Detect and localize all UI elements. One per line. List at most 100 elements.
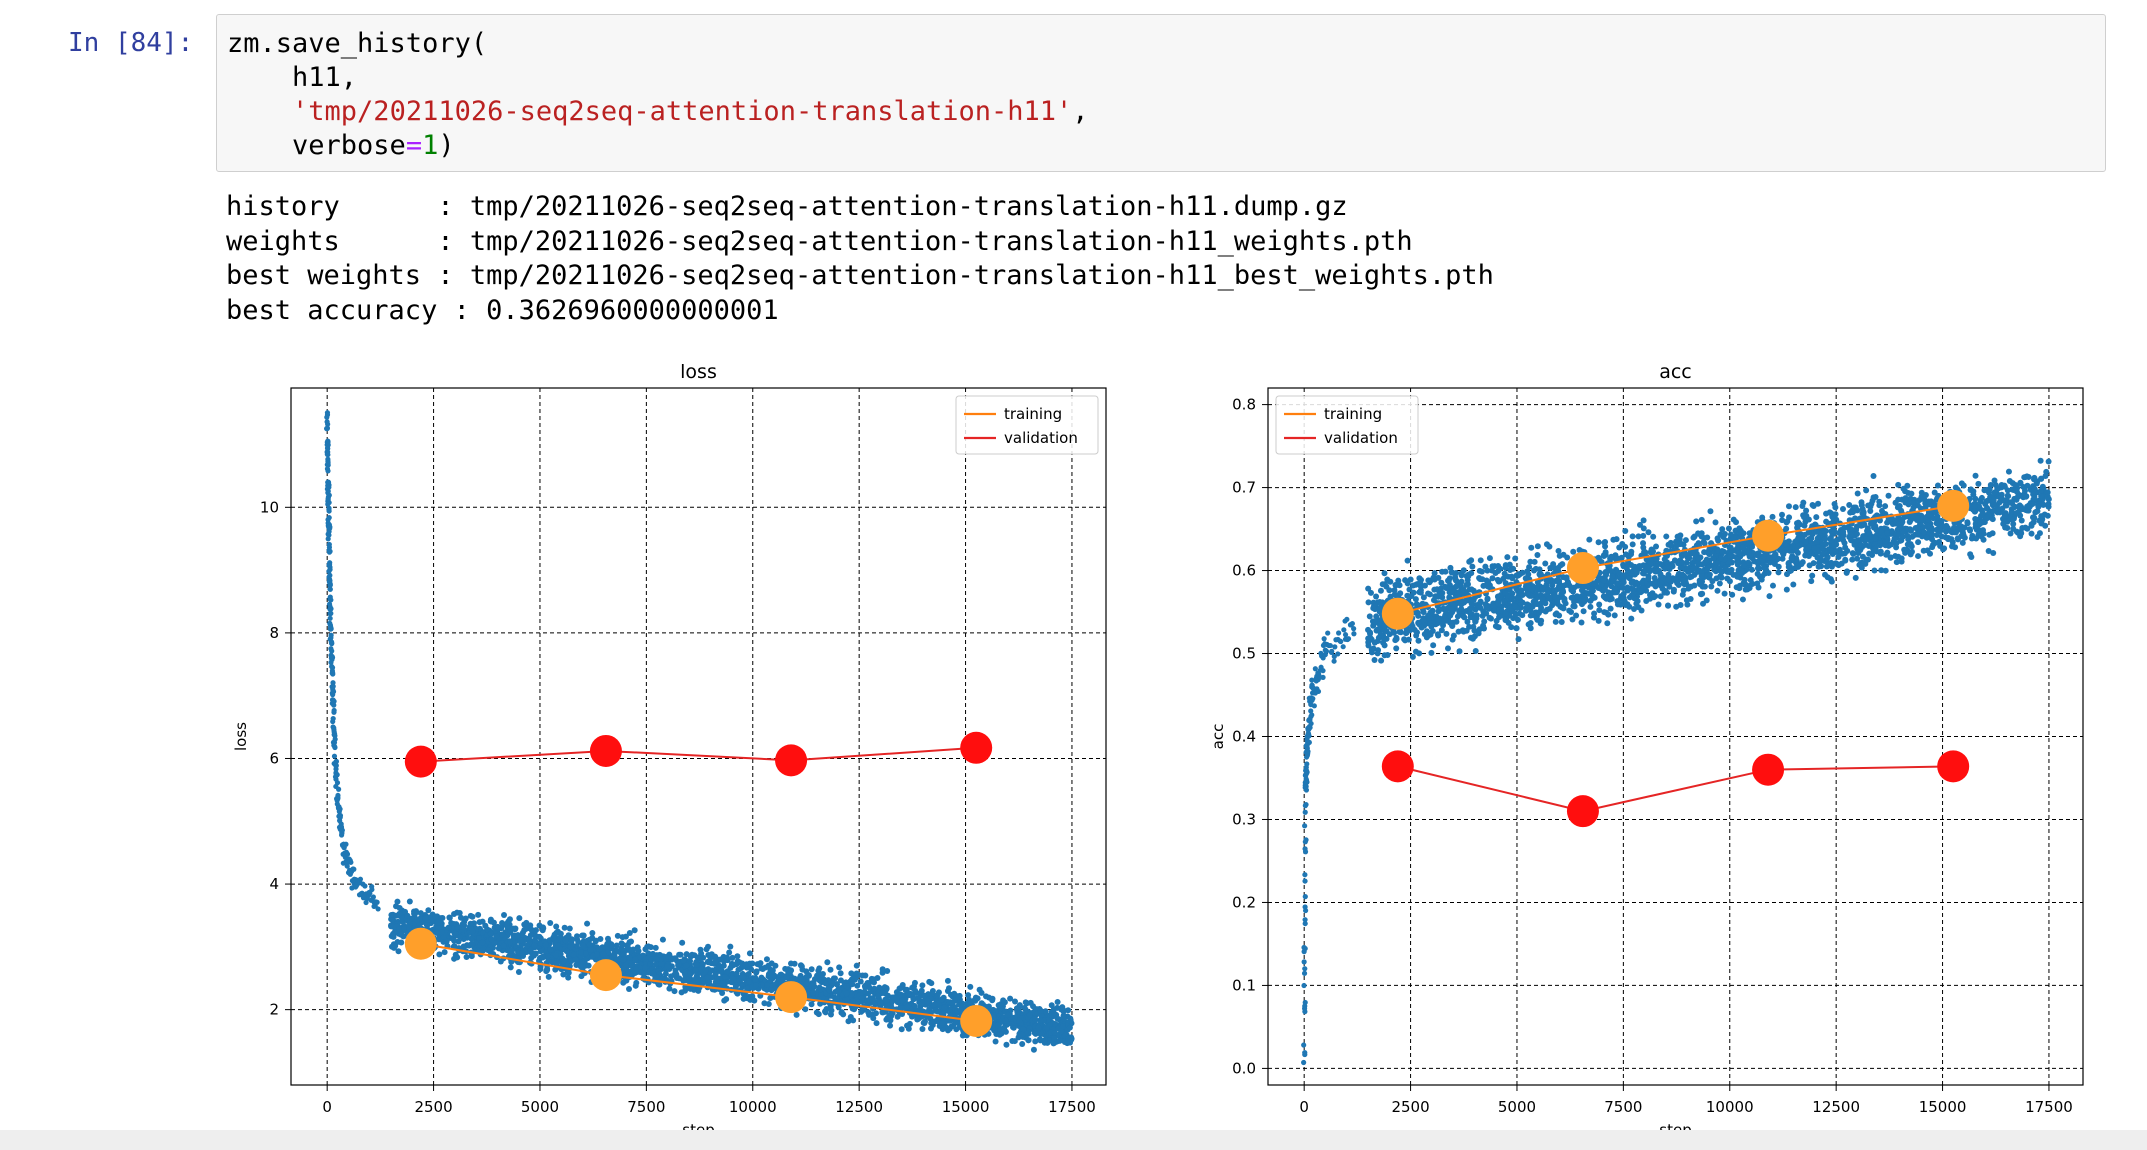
step-point — [910, 996, 917, 1003]
step-point — [802, 1006, 809, 1013]
step-point — [331, 698, 337, 704]
step-point — [433, 929, 440, 936]
step-point — [746, 995, 753, 1002]
step-point — [918, 987, 925, 994]
step-point — [1404, 557, 1411, 564]
step-point — [1404, 580, 1411, 587]
step-point — [752, 976, 759, 983]
step-point — [332, 743, 338, 750]
step-point — [1307, 724, 1313, 731]
step-point — [537, 966, 544, 973]
step-point — [327, 586, 333, 592]
step-point — [677, 951, 684, 958]
step-point — [586, 941, 593, 948]
step-point — [744, 985, 751, 992]
step-point — [1059, 1023, 1066, 1030]
step-point — [412, 910, 419, 917]
step-point — [1984, 486, 1991, 493]
step-point — [436, 951, 443, 958]
step-point — [1821, 536, 1828, 543]
code-string: 'tmp/20211026-seq2seq-attention-translat… — [292, 96, 1073, 127]
step-point — [850, 1017, 857, 1024]
step-point — [1434, 631, 1441, 638]
code-cell[interactable]: zm.save_history( h11, 'tmp/20211026-seq2… — [216, 14, 2106, 172]
step-point — [692, 967, 699, 974]
step-point — [739, 973, 746, 980]
step-point — [939, 1019, 946, 1026]
step-point — [1340, 644, 1346, 650]
step-point — [608, 942, 615, 949]
step-point — [726, 949, 733, 956]
step-point — [1338, 638, 1344, 645]
step-point — [848, 991, 855, 998]
step-point — [339, 827, 345, 833]
step-point — [1302, 999, 1308, 1006]
validation-marker — [589, 734, 622, 767]
step-point — [827, 1011, 834, 1018]
step-point — [734, 958, 741, 965]
step-point — [1016, 1017, 1023, 1024]
legend-box — [955, 395, 1099, 455]
step-point — [446, 914, 453, 921]
step-point — [778, 971, 785, 978]
step-point — [978, 989, 985, 996]
step-point — [596, 946, 603, 953]
step-point — [574, 933, 581, 940]
step-point — [1824, 574, 1831, 581]
code-editor[interactable]: zm.save_history( h11, 'tmp/20211026-seq2… — [227, 27, 1089, 163]
step-point — [815, 1011, 822, 1018]
step-point — [388, 922, 395, 929]
step-point — [1487, 615, 1494, 622]
step-point — [1396, 628, 1403, 635]
step-point — [553, 923, 560, 930]
y-axis-label: loss — [232, 722, 250, 751]
step-point — [664, 963, 671, 970]
step-point — [887, 1022, 894, 1029]
step-point — [325, 484, 331, 490]
y-tick-label: 8 — [269, 624, 279, 642]
step-point — [1808, 578, 1815, 585]
step-point — [1552, 618, 1559, 625]
training-marker — [404, 927, 437, 960]
training-marker — [960, 1004, 993, 1037]
step-point — [1973, 535, 1980, 542]
step-point — [1547, 564, 1554, 571]
code-text: verbose — [227, 130, 406, 161]
step-point — [727, 943, 734, 950]
step-point — [810, 989, 817, 996]
step-point — [668, 956, 675, 963]
step-point — [996, 1031, 1003, 1038]
step-point — [1393, 645, 1400, 652]
legend-label-training: training — [1004, 405, 1062, 423]
step-point — [561, 924, 568, 931]
step-point — [1415, 637, 1422, 644]
step-point — [1958, 480, 1965, 487]
step-point — [494, 923, 501, 930]
step-point — [351, 866, 357, 872]
step-point — [653, 961, 660, 968]
step-point — [439, 914, 446, 921]
code-line-4: verbose=1) — [227, 129, 1089, 163]
step-point — [1640, 525, 1647, 532]
step-point — [1320, 674, 1326, 681]
training-marker — [775, 981, 808, 1014]
training-line — [420, 942, 977, 1022]
step-point — [799, 966, 806, 973]
step-point — [1438, 627, 1445, 634]
step-point — [626, 954, 633, 961]
step-point — [1596, 601, 1603, 608]
step-point — [330, 715, 336, 722]
step-point — [1895, 496, 1902, 503]
step-point — [1934, 482, 1941, 489]
step-point — [1806, 562, 1813, 569]
step-point — [325, 501, 331, 507]
step-point — [425, 907, 432, 914]
step-point — [1866, 530, 1873, 537]
step-point — [843, 983, 850, 990]
step-point — [547, 920, 554, 927]
step-point — [1444, 645, 1451, 652]
step-point — [945, 1027, 952, 1034]
step-point — [769, 967, 776, 974]
step-point — [504, 923, 511, 930]
step-point — [687, 970, 694, 977]
